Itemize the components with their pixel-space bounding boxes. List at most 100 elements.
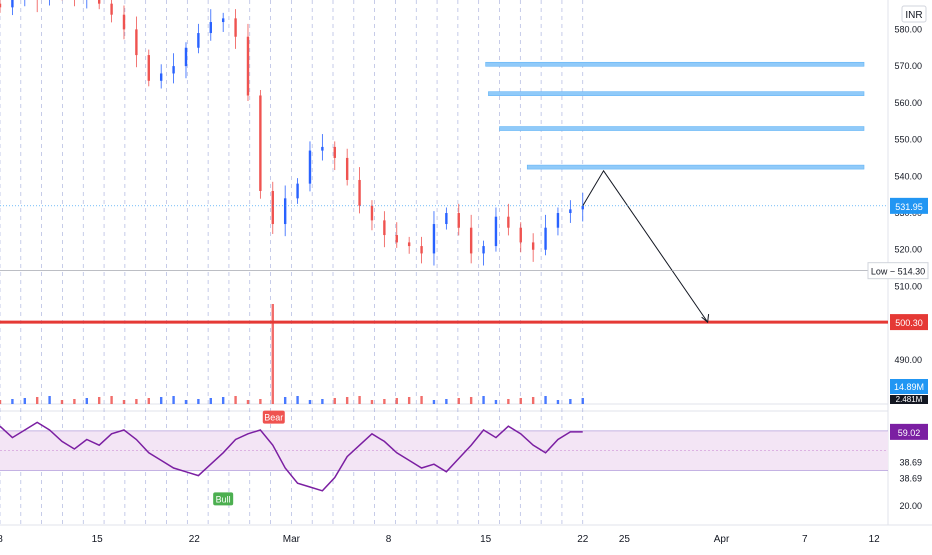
volume-series	[0, 304, 584, 404]
price-axis-tick: 540.00	[894, 171, 922, 181]
candle-body	[110, 3, 113, 15]
time-axis-tick: 12	[869, 534, 881, 545]
volume-bar	[519, 398, 522, 404]
volume-bar	[197, 399, 200, 404]
candle-body	[544, 227, 547, 250]
rsi-line	[0, 421, 583, 492]
volume-bar	[544, 396, 547, 404]
currency-label: INR	[905, 10, 922, 21]
low-marker-tag[interactable]	[867, 262, 929, 280]
candle-body	[147, 55, 150, 81]
volume-bar	[531, 397, 535, 404]
volume-tag[interactable]	[890, 379, 928, 394]
volume-bar	[321, 399, 324, 404]
signal-tags: Bear Bull	[213, 410, 285, 506]
candle-body	[283, 198, 287, 225]
price-axis-tick: 570.00	[894, 61, 922, 71]
volume-bar	[457, 398, 460, 404]
volume-bar	[159, 397, 163, 404]
bear-signal-label: Bear	[264, 413, 283, 423]
candle-body	[383, 220, 386, 236]
candle-body	[358, 179, 361, 206]
volume-bar	[147, 398, 150, 404]
candle-body	[221, 18, 225, 23]
volume-bar	[358, 396, 361, 404]
volume-partial-label: 2.481M	[896, 395, 923, 404]
last-price-tag[interactable]	[890, 197, 928, 214]
volume-bar	[23, 398, 26, 404]
candle-body	[519, 227, 522, 243]
volume-bar	[35, 397, 39, 404]
volume-bar	[445, 399, 448, 404]
price-axis-tick: 510.00	[894, 281, 922, 291]
low-marker-label: Low − 514.30	[871, 267, 925, 277]
candle-body	[556, 213, 560, 228]
candle-body	[469, 227, 473, 254]
volume-partial-tag	[890, 395, 928, 404]
projection-path[interactable]	[582, 169, 709, 323]
projection-path-group[interactable]	[582, 169, 710, 324]
volume-bar	[110, 396, 113, 404]
time-axis[interactable]: 8 15 22 Mar 8 15 22 25 Apr 7 12	[0, 534, 880, 545]
volume-bar	[184, 400, 188, 404]
bull-signal-label: Bull	[216, 494, 231, 504]
rsi-axis-tick: 20.00	[899, 501, 922, 511]
volume-bar	[172, 396, 175, 404]
candle-body	[569, 209, 572, 214]
candle-body	[184, 47, 188, 67]
resistance-line[interactable]	[485, 61, 865, 67]
resistance-line[interactable]	[526, 164, 865, 170]
price-axis-tick: 580.00	[894, 24, 922, 34]
candle-body	[308, 150, 312, 184]
rsi-axis-tick: 38.69	[899, 473, 922, 483]
price-axis-tick: 520.00	[894, 245, 922, 255]
volume-bar	[246, 400, 250, 404]
candle-body	[135, 29, 138, 56]
last-price-label: 531.95	[895, 202, 923, 212]
time-axis-tick: 25	[619, 534, 631, 545]
time-axis-tick: 22	[189, 534, 201, 545]
candle-body	[172, 66, 175, 74]
resistance-lines[interactable]	[485, 61, 865, 170]
candle-body	[259, 95, 262, 191]
volume-bar	[407, 397, 411, 404]
volume-bar	[135, 399, 138, 404]
projection-arrowhead	[701, 314, 710, 324]
candle-body	[159, 73, 163, 81]
volume-bar	[469, 397, 473, 404]
rsi-series	[0, 421, 583, 492]
volume-bar	[259, 399, 262, 404]
candle-body	[11, 0, 14, 8]
candle-body	[197, 33, 200, 48]
support-price-tag[interactable]	[890, 314, 928, 331]
candle-body	[531, 242, 535, 250]
volume-bar	[209, 398, 212, 404]
volume-bar	[234, 396, 237, 404]
bear-signal-tag	[262, 410, 285, 424]
volume-bar	[333, 398, 336, 404]
currency-badge[interactable]	[901, 5, 927, 23]
resistance-line[interactable]	[488, 91, 865, 96]
candle-body	[482, 246, 485, 254]
price-axis-tick: 560.00	[894, 98, 922, 108]
candle-body	[97, 0, 101, 4]
candle-body	[420, 246, 423, 254]
rsi-last-tag[interactable]	[890, 423, 928, 440]
rsi-last-label: 59.02	[898, 428, 921, 438]
candle-body	[395, 235, 398, 243]
candle-body	[321, 146, 324, 151]
price-axis-tick: 490.00	[894, 355, 922, 365]
bull-signal-tag	[213, 492, 234, 506]
resistance-line[interactable]	[499, 126, 865, 131]
volume-bar	[85, 398, 88, 404]
volume-bar	[73, 399, 76, 404]
price-axis[interactable]: 580.00570.00560.00550.00540.00530.00520.…	[0, 24, 929, 404]
time-axis-tick: 8	[386, 534, 392, 545]
volume-bar	[0, 400, 2, 404]
candle-body	[507, 216, 510, 228]
time-axis-tick: 22	[577, 534, 589, 545]
candle-body	[345, 157, 349, 180]
volume-bar	[48, 396, 51, 404]
